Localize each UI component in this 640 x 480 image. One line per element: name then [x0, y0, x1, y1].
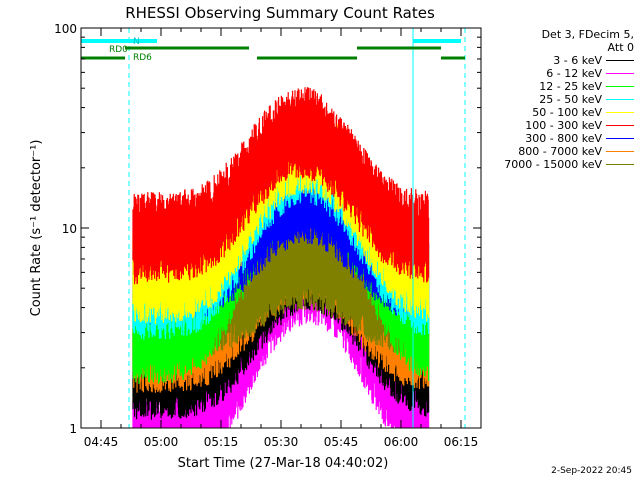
y-tick-label: 10	[62, 222, 77, 236]
legend-items: 3 - 6 keV 6 - 12 keV 12 - 25 keV 25 - 50 ke…	[476, 54, 634, 171]
annotation-n-label: N	[133, 37, 140, 47]
legend-label: 100 - 300 keV	[525, 119, 602, 132]
legend: Det 3, FDecim 5, Att 0 3 - 6 keV 6 - 12 k…	[476, 28, 634, 171]
x-axis-label: Start Time (27-Mar-18 04:40:02)	[178, 456, 389, 471]
legend-swatch	[606, 99, 634, 100]
legend-swatch	[606, 86, 634, 87]
legend-header-line2: Att 0	[607, 41, 634, 54]
legend-item: 3 - 6 keV	[476, 54, 634, 67]
x-tick-label: 05:45	[324, 435, 359, 449]
annotation-rd0-label: RD0	[109, 45, 128, 55]
legend-item: 800 - 7000 keV	[476, 145, 634, 158]
legend-item: 300 - 800 keV	[476, 132, 634, 145]
x-tick-label: 05:30	[264, 435, 299, 449]
plot-area: N RD0 RD6	[80, 28, 466, 428]
legend-swatch	[606, 151, 634, 152]
axes: 04:45 05:00 05:15 05:30 05:45 06:00 06:15 1 10 10…	[54, 22, 482, 449]
legend-label: 300 - 800 keV	[525, 132, 602, 145]
legend-label: 50 - 100 keV	[532, 106, 602, 119]
x-tick-label: 04:45	[84, 435, 119, 449]
legend-label: 3 - 6 keV	[553, 54, 602, 67]
chart-title: RHESSI Observing Summary Count Rates	[125, 4, 435, 22]
legend-header-line1: Det 3, FDecim 5,	[541, 28, 634, 41]
legend-item: 12 - 25 keV	[476, 80, 634, 93]
x-tick-label: 06:15	[444, 435, 479, 449]
legend-swatch	[606, 125, 634, 126]
y-tick-label: 1	[69, 422, 77, 436]
legend-swatch	[606, 164, 634, 165]
x-tick-label: 05:00	[144, 435, 179, 449]
legend-swatch	[606, 138, 634, 139]
y-tick-label: 100	[54, 22, 77, 36]
legend-swatch	[606, 112, 634, 113]
annotation-rd6-label: RD6	[133, 53, 152, 63]
legend-label: 800 - 7000 keV	[518, 145, 602, 158]
legend-label: 6 - 12 keV	[546, 67, 602, 80]
legend-item: 6 - 12 keV	[476, 67, 634, 80]
legend-swatch	[606, 60, 634, 61]
series-100-300kev-line	[132, 87, 430, 285]
legend-item: 7000 - 15000 keV	[476, 158, 634, 171]
legend-label: 12 - 25 keV	[539, 80, 602, 93]
legend-label: 25 - 50 keV	[539, 93, 602, 106]
footer-timestamp: 2-Sep-2022 20:45	[551, 466, 632, 476]
legend-item: 25 - 50 keV	[476, 93, 634, 106]
x-tick-label: 05:15	[204, 435, 239, 449]
legend-item: 50 - 100 keV	[476, 106, 634, 119]
legend-item: 100 - 300 keV	[476, 119, 634, 132]
legend-swatch	[606, 73, 634, 74]
y-axis-label: Count Rate (s⁻¹ detector⁻¹)	[29, 140, 44, 317]
legend-label: 7000 - 15000 keV	[504, 158, 602, 171]
x-tick-label: 06:00	[384, 435, 419, 449]
